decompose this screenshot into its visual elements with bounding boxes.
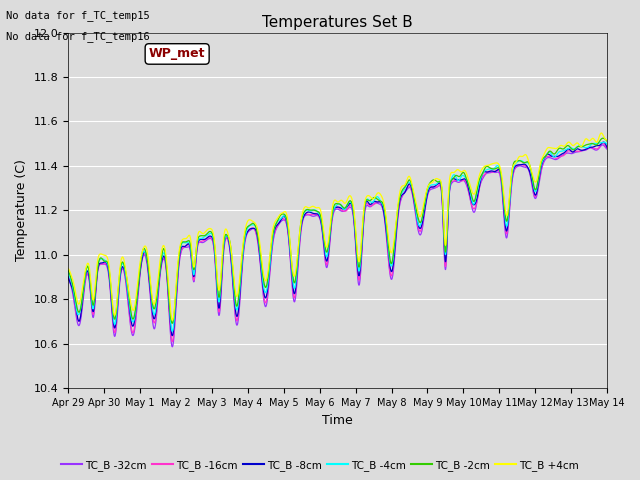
Text: No data for f_TC_temp16: No data for f_TC_temp16 (6, 31, 150, 42)
Title: Temperatures Set B: Temperatures Set B (262, 15, 413, 30)
Text: WP_met: WP_met (149, 48, 205, 60)
Text: No data for f_TC_temp15: No data for f_TC_temp15 (6, 10, 150, 21)
Legend: TC_B -32cm, TC_B -16cm, TC_B -8cm, TC_B -4cm, TC_B -2cm, TC_B +4cm: TC_B -32cm, TC_B -16cm, TC_B -8cm, TC_B … (57, 456, 583, 475)
X-axis label: Time: Time (322, 414, 353, 427)
Y-axis label: Temperature (C): Temperature (C) (15, 159, 28, 262)
